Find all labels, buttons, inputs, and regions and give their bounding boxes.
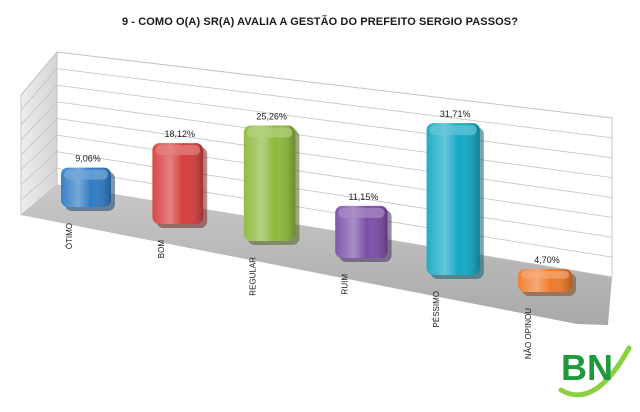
bar-1 [152, 143, 208, 228]
gridline [56, 68, 613, 139]
bar-top [155, 145, 201, 156]
bar-top [521, 270, 569, 279]
category-label: PÉSSIMO [432, 291, 441, 327]
bar-highlight [335, 205, 388, 258]
bar-0 [61, 167, 115, 211]
bar-3 [335, 205, 392, 262]
data-label: 4,70% [534, 255, 560, 265]
bar-top [429, 125, 477, 136]
gridline-side [20, 68, 58, 111]
gridline-side [20, 134, 58, 171]
gridline-side [20, 118, 58, 156]
data-label: 11,15% [348, 192, 378, 202]
bar-highlight [426, 123, 480, 275]
gridline-side [20, 51, 58, 96]
gridline [56, 118, 613, 198]
category-label: NÃO OPINOU [524, 308, 533, 359]
category-label: BOM [157, 240, 166, 259]
category-label: REGULAR [249, 257, 258, 296]
gridline-side [20, 151, 58, 186]
bar-5 [518, 268, 576, 296]
gridline [56, 51, 613, 119]
gridline [56, 167, 613, 258]
data-label: 18,12% [165, 129, 196, 139]
gridline [56, 84, 613, 159]
data-label: 31,71% [440, 109, 471, 119]
bar-4 [426, 123, 484, 279]
gridline-side [20, 101, 58, 141]
gridline [56, 134, 613, 218]
data-label: 9,06% [75, 154, 101, 164]
gridline [56, 151, 613, 238]
bar-highlight [243, 125, 296, 241]
chart-title: 9 - COMO O(A) SR(A) AVALIA A GESTÃO DO P… [121, 16, 519, 28]
bar-top [64, 169, 108, 180]
gridline [56, 101, 613, 179]
bar-highlight [152, 143, 204, 224]
gridline-side [20, 184, 58, 216]
svg-text:BN: BN [561, 347, 613, 388]
category-label: ÓTIMO [65, 223, 74, 249]
gridline-side [20, 84, 58, 126]
gridline-side [20, 168, 58, 201]
data-label: 25,26% [256, 112, 287, 122]
bar-top [338, 207, 385, 218]
gridline [56, 184, 613, 278]
category-label: RUIM [340, 274, 349, 295]
bar-2 [243, 125, 300, 245]
bn-logo: BN [558, 345, 632, 398]
bar-top [246, 127, 293, 138]
